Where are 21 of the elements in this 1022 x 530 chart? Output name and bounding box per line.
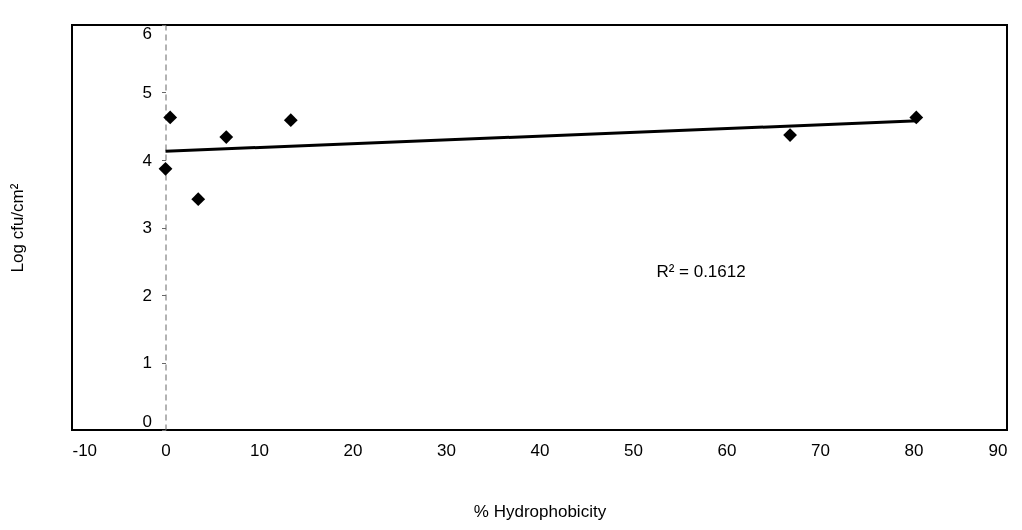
x-tick-label: 0 [161,440,171,460]
y-tick-label: 6 [142,23,152,43]
x-axis-title: % Hydrophobicity [473,501,607,521]
x-tick-label: 40 [530,440,550,460]
y-axis-title: Log cfu/cm² [7,183,27,273]
y-tick-label: 4 [142,150,152,170]
y-tick-label: 1 [142,353,152,372]
y-tick-label: 0 [142,411,152,431]
x-tick-label: 70 [811,440,830,460]
y-tick-label: 5 [142,83,152,102]
x-tick-label: 50 [624,440,643,460]
y-tick-label: 3 [142,218,152,237]
x-tick-label: 20 [343,440,363,460]
x-tick-label: 80 [904,440,924,460]
x-tick-label: 10 [250,440,269,460]
x-tick-label: 90 [988,440,1008,460]
x-tick-label: -10 [72,440,98,460]
x-tick-label: 30 [437,440,456,460]
annotation: R² = 0.1612 [656,262,746,282]
y-tick-label: 2 [142,285,152,305]
x-tick-label: 60 [717,440,737,460]
